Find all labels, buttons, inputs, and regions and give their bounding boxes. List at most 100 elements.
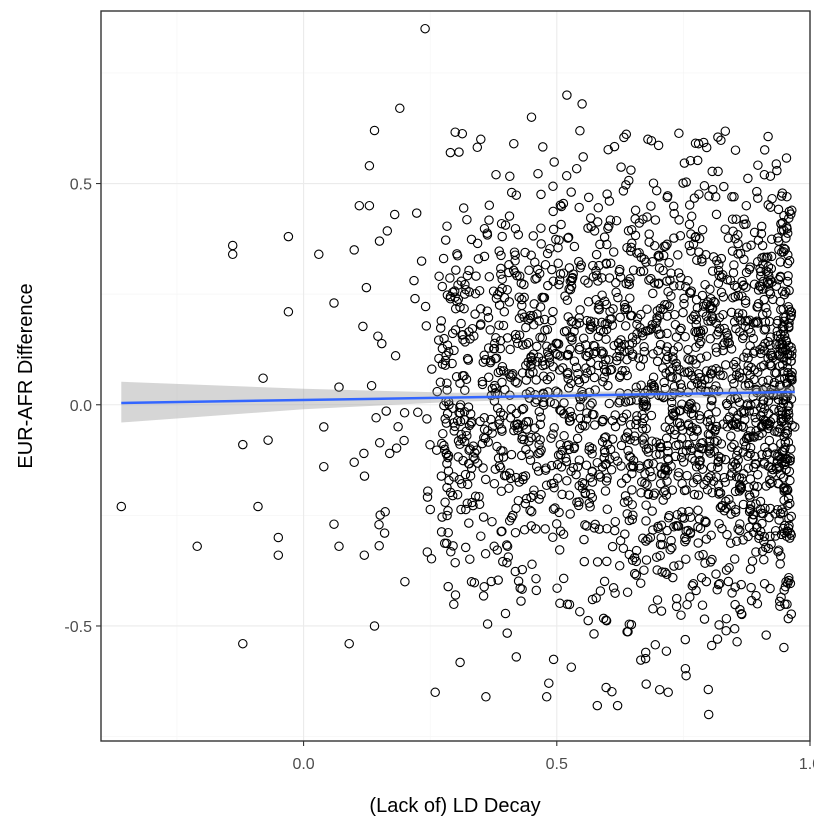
- data-point: [349, 245, 359, 255]
- data-point: [619, 346, 629, 356]
- data-point: [542, 341, 552, 352]
- data-point: [457, 128, 468, 139]
- data-point: [484, 215, 494, 225]
- data-point: [684, 240, 695, 251]
- data-point: [621, 129, 632, 140]
- data-point: [639, 433, 649, 443]
- data-point: [489, 343, 500, 354]
- data-point: [721, 626, 731, 636]
- data-point: [517, 564, 528, 575]
- data-point: [369, 621, 380, 631]
- data-point: [674, 406, 684, 416]
- data-point: [730, 145, 741, 155]
- data-point: [662, 239, 672, 250]
- data-point: [625, 246, 636, 256]
- data-point: [619, 132, 629, 143]
- data-point: [683, 353, 693, 364]
- data-point: [530, 524, 541, 534]
- data-point: [673, 268, 684, 278]
- data-point: [697, 600, 708, 610]
- data-point: [480, 549, 491, 559]
- data-point: [592, 700, 603, 711]
- data-point: [735, 315, 746, 325]
- data-point: [758, 508, 768, 519]
- data-point: [587, 398, 597, 408]
- data-point: [519, 279, 529, 290]
- data-point: [784, 349, 795, 360]
- data-point: [694, 339, 705, 349]
- data-point: [578, 152, 588, 162]
- data-point: [688, 579, 699, 589]
- data-point: [680, 663, 691, 674]
- data-point: [754, 533, 764, 544]
- data-point: [608, 247, 619, 257]
- data-point: [459, 303, 469, 314]
- data-point: [705, 557, 716, 567]
- data-point: [707, 394, 717, 405]
- data-point: [460, 542, 471, 553]
- data-point: [648, 349, 658, 359]
- data-point: [607, 320, 618, 330]
- data-point: [729, 457, 739, 467]
- data-point: [729, 260, 739, 270]
- data-point: [787, 420, 797, 431]
- data-point: [692, 472, 702, 483]
- data-point: [671, 601, 682, 612]
- data-point: [558, 198, 569, 209]
- data-point: [694, 233, 705, 244]
- data-point: [534, 406, 545, 417]
- data-point: [571, 362, 582, 373]
- data-point: [510, 256, 520, 266]
- data-point: [574, 202, 584, 213]
- data-point: [703, 386, 713, 397]
- data-point: [563, 373, 573, 384]
- data-point: [483, 343, 494, 353]
- data-point: [509, 138, 519, 149]
- data-point: [580, 421, 590, 431]
- data-point: [711, 569, 721, 579]
- data-point: [535, 302, 546, 312]
- data-point: [589, 629, 599, 639]
- data-point: [662, 328, 672, 339]
- data-point: [422, 547, 433, 557]
- data-point: [779, 289, 790, 300]
- data-point: [521, 444, 531, 455]
- data-point: [625, 293, 635, 303]
- data-point: [423, 486, 433, 496]
- x-axis-ticks: 0.0 0.5 1.0: [292, 741, 814, 773]
- data-point: [628, 462, 639, 472]
- data-point: [759, 345, 770, 355]
- data-point: [465, 471, 476, 481]
- data-point: [625, 420, 636, 430]
- data-point: [747, 514, 758, 525]
- data-point: [639, 413, 649, 424]
- data-point: [534, 440, 544, 450]
- data-point: [498, 452, 509, 462]
- data-point: [567, 335, 577, 345]
- data-point: [722, 422, 733, 432]
- data-point: [766, 251, 777, 262]
- data-point: [724, 563, 734, 573]
- data-point: [479, 432, 489, 443]
- data-point: [574, 392, 585, 402]
- data-point: [273, 532, 284, 543]
- data-point: [655, 339, 666, 350]
- data-point: [555, 526, 566, 536]
- data-point: [745, 505, 756, 515]
- data-point: [489, 338, 500, 349]
- data-point: [442, 482, 452, 493]
- data-point: [391, 443, 402, 453]
- data-point: [500, 608, 511, 619]
- data-point: [670, 407, 681, 417]
- data-point: [562, 476, 572, 486]
- data-point: [393, 422, 403, 432]
- data-point: [502, 541, 513, 552]
- data-point: [532, 341, 542, 352]
- data-point: [696, 336, 706, 347]
- data-point: [641, 500, 651, 510]
- data-point: [773, 204, 784, 215]
- data-point: [671, 593, 682, 604]
- data-point: [678, 178, 688, 188]
- data-point: [714, 486, 724, 497]
- data-point: [769, 404, 779, 415]
